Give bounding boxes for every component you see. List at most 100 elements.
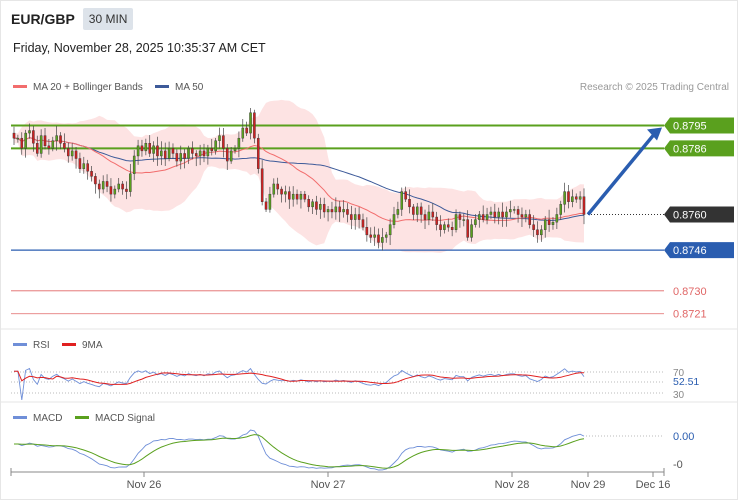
candle — [288, 186, 291, 209]
candle — [24, 129, 27, 158]
candle — [326, 205, 330, 222]
candle — [291, 186, 295, 207]
candle — [439, 215, 442, 237]
candle — [547, 209, 551, 232]
candle-body — [559, 204, 563, 215]
candle — [462, 213, 466, 227]
candle — [307, 195, 310, 212]
candle — [28, 123, 31, 139]
candle-body — [117, 183, 120, 190]
candle — [284, 185, 287, 203]
timeframe-button[interactable]: 30 MIN — [82, 8, 134, 30]
candle-body — [431, 211, 435, 218]
candle — [229, 147, 233, 164]
candle — [90, 166, 93, 182]
candle-body — [334, 206, 338, 213]
candle — [443, 221, 446, 234]
candle-body — [90, 171, 93, 177]
level-label-5: 0.8721 — [673, 309, 707, 321]
candle — [51, 136, 55, 152]
candle-body — [415, 206, 419, 215]
candle-body — [183, 153, 186, 159]
candle-body — [113, 188, 117, 195]
candle — [132, 150, 136, 181]
candle-body — [245, 127, 248, 134]
ma50-legend-label: MA 50 — [175, 82, 204, 93]
candle-body — [291, 193, 295, 200]
candle-body — [536, 229, 539, 236]
candle-body — [454, 214, 458, 230]
macd-signal-line — [14, 434, 585, 469]
candle-body — [551, 221, 555, 225]
candle — [35, 135, 39, 157]
candle-body — [470, 224, 473, 238]
candle — [129, 163, 132, 197]
candle-body — [163, 150, 167, 159]
candle — [540, 225, 543, 242]
macd-line — [14, 429, 585, 471]
level-badge-3 — [664, 242, 734, 259]
candle — [311, 199, 314, 214]
candle — [272, 178, 276, 198]
candle — [388, 218, 392, 245]
candle — [524, 209, 528, 223]
candle — [59, 132, 62, 150]
candle-body — [175, 153, 179, 162]
candle — [353, 207, 357, 230]
candle — [404, 186, 407, 202]
candle-body — [51, 140, 55, 149]
timestamp: Friday, November 28, 2025 10:35:37 AM CE… — [13, 41, 266, 55]
ma20-legend-swatch — [13, 85, 27, 88]
candle — [400, 187, 404, 216]
candle — [140, 139, 144, 157]
candle-body — [462, 219, 466, 221]
candle — [346, 203, 349, 223]
candle-body — [571, 196, 574, 202]
level-label-2: 0.8760 — [673, 210, 707, 222]
candle-body — [98, 183, 101, 190]
bollinger-bands — [14, 99, 584, 253]
candle-body — [512, 209, 516, 211]
candle — [357, 207, 361, 229]
x-axis-ticks: Nov 26 Nov 27 Nov 28 Nov 29 Dec 16 — [10, 468, 670, 491]
candle-body — [346, 209, 349, 215]
candle — [198, 144, 202, 166]
level-label-1: 0.8786 — [673, 143, 707, 155]
candle — [330, 201, 334, 219]
rsi-level-70-label: 70 — [673, 368, 685, 379]
candle — [555, 207, 559, 230]
candle — [179, 145, 183, 170]
candle-body — [222, 135, 225, 149]
candle-body — [303, 193, 307, 200]
moving-averages — [14, 137, 585, 222]
x-tick-label: Nov 27 — [311, 479, 346, 491]
candle-body — [497, 211, 500, 218]
candle — [264, 197, 268, 212]
candle-body — [260, 168, 264, 202]
candle-body — [214, 140, 217, 152]
candle — [67, 142, 70, 163]
candle — [528, 209, 531, 229]
candle — [160, 141, 163, 166]
candle — [260, 160, 264, 206]
candle — [571, 189, 574, 208]
candle-body — [140, 145, 144, 152]
candle — [532, 215, 535, 238]
x-tick-label: Nov 28 — [495, 479, 530, 491]
candle — [121, 181, 124, 195]
candle-body — [365, 227, 369, 236]
candle-body — [466, 219, 469, 238]
candle-body — [319, 204, 322, 210]
candle-body — [136, 145, 140, 157]
candle-body — [47, 145, 51, 149]
candle-body — [447, 224, 450, 228]
candle — [276, 177, 279, 195]
candle-body — [388, 224, 392, 236]
candle — [315, 195, 318, 215]
candle — [377, 228, 380, 249]
candle — [55, 125, 58, 151]
candle — [509, 200, 512, 218]
candle — [202, 143, 206, 163]
candle — [454, 209, 458, 233]
candle-body — [148, 143, 151, 154]
